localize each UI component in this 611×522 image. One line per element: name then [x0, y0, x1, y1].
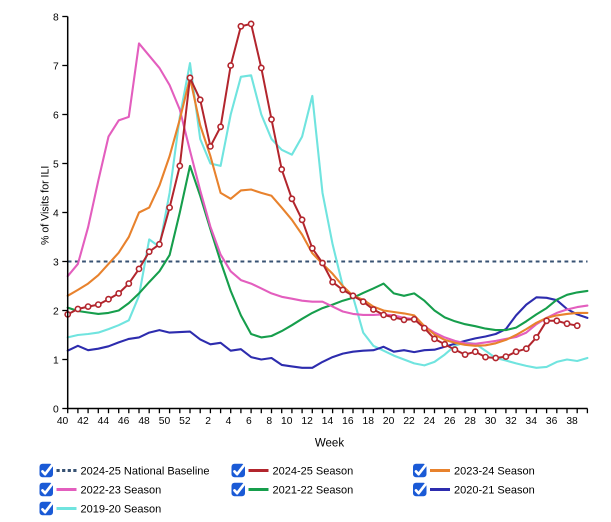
svg-text:2021-22 Season: 2021-22 Season: [273, 484, 354, 496]
svg-text:4: 4: [226, 416, 232, 427]
svg-text:24: 24: [424, 416, 436, 427]
svg-text:38: 38: [566, 416, 578, 427]
svg-text:48: 48: [138, 416, 150, 427]
svg-text:12: 12: [301, 416, 313, 427]
svg-text:40: 40: [57, 416, 69, 427]
svg-text:2: 2: [53, 307, 59, 318]
svg-text:44: 44: [98, 416, 110, 427]
svg-text:5: 5: [53, 160, 59, 171]
svg-text:46: 46: [118, 416, 130, 427]
svg-text:28: 28: [464, 416, 476, 427]
svg-text:52: 52: [179, 416, 191, 427]
svg-text:2024-25 Season: 2024-25 Season: [273, 465, 354, 477]
svg-text:3: 3: [53, 258, 59, 269]
svg-text:1: 1: [53, 356, 59, 367]
svg-text:2020-21 Season: 2020-21 Season: [454, 484, 535, 496]
svg-text:6: 6: [246, 416, 252, 427]
svg-text:7: 7: [53, 62, 59, 73]
svg-text:8: 8: [266, 416, 272, 427]
svg-text:2024-25 National Baseline: 2024-25 National Baseline: [81, 465, 210, 477]
svg-text:2023-24 Season: 2023-24 Season: [454, 465, 535, 477]
svg-text:26: 26: [444, 416, 456, 427]
svg-text:36: 36: [546, 416, 558, 427]
svg-text:14: 14: [322, 416, 334, 427]
svg-text:16: 16: [342, 416, 354, 427]
svg-text:50: 50: [159, 416, 171, 427]
svg-text:34: 34: [526, 416, 538, 427]
svg-text:42: 42: [77, 416, 89, 427]
svg-text:2022-23 Season: 2022-23 Season: [81, 484, 162, 496]
svg-text:2019-20 Season: 2019-20 Season: [81, 503, 162, 515]
svg-text:20: 20: [383, 416, 395, 427]
svg-text:10: 10: [281, 416, 293, 427]
svg-text:32: 32: [505, 416, 517, 427]
svg-text:0: 0: [53, 405, 59, 416]
svg-text:18: 18: [363, 416, 375, 427]
svg-text:4: 4: [53, 209, 59, 220]
svg-text:22: 22: [403, 416, 415, 427]
svg-text:% of Visits for ILI: % of Visits for ILI: [40, 166, 52, 245]
svg-text:8: 8: [53, 13, 59, 24]
svg-text:2: 2: [205, 416, 211, 427]
svg-text:6: 6: [53, 111, 59, 122]
svg-text:Week: Week: [315, 437, 344, 449]
svg-text:30: 30: [485, 416, 497, 427]
